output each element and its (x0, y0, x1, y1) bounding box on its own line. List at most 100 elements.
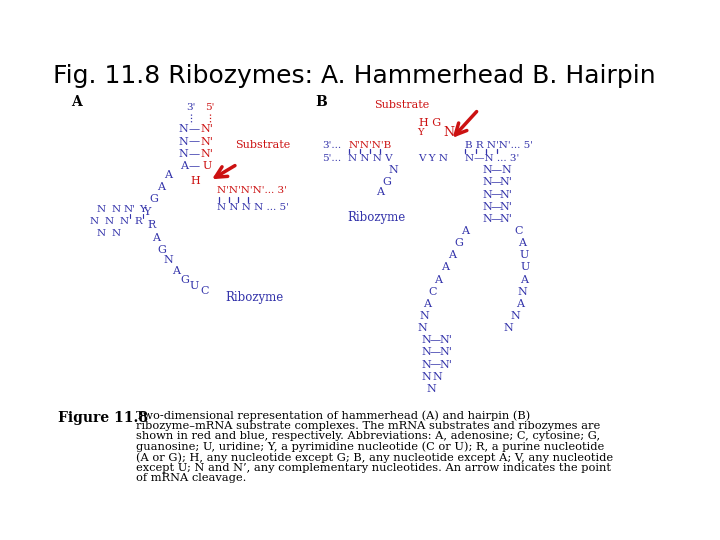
Text: Figure 11.8: Figure 11.8 (58, 410, 148, 424)
Text: 5': 5' (205, 103, 215, 112)
Text: —: — (490, 201, 501, 212)
Text: N: N (418, 323, 427, 333)
Text: N: N (482, 190, 492, 199)
Text: A: A (448, 250, 456, 260)
Text: N': N' (500, 177, 513, 187)
Text: N: N (427, 384, 436, 394)
Text: R: R (148, 220, 156, 230)
Text: Fig. 11.8 Ribozymes: A. Hammerhead B. Hairpin: Fig. 11.8 Ribozymes: A. Hammerhead B. Ha… (53, 64, 656, 87)
Text: N: N (482, 177, 492, 187)
Text: A: A (179, 161, 188, 171)
Text: N': N' (500, 190, 513, 199)
Text: —: — (490, 165, 501, 176)
Text: ribozyme–mRNA substrate complexes. The mRNA substrates and ribozymes are: ribozyme–mRNA substrate complexes. The m… (136, 421, 600, 431)
Text: N': N' (124, 205, 135, 214)
Text: N: N (179, 137, 189, 147)
Text: N: N (112, 229, 120, 238)
Text: U: U (202, 161, 212, 171)
Text: R: R (135, 217, 143, 226)
Text: N: N (432, 372, 442, 382)
Text: N': N' (500, 201, 513, 212)
Text: V Y N: V Y N (418, 154, 448, 164)
Text: N: N (422, 347, 431, 357)
Text: N: N (90, 217, 99, 226)
Text: N: N (518, 287, 528, 296)
Text: G: G (180, 274, 189, 285)
Text: N: N (482, 201, 492, 212)
Text: U: U (520, 250, 529, 260)
Text: A: A (152, 233, 160, 243)
Text: guanosine; U, uridine; Y, a pyrimidine nucleotide (C or U); R, a purine nucleoti: guanosine; U, uridine; Y, a pyrimidine n… (136, 442, 604, 453)
Text: N—N ... 3': N—N ... 3' (464, 154, 519, 164)
Text: Ribozyme: Ribozyme (225, 291, 284, 304)
Text: C: C (200, 286, 209, 296)
Text: N: N (419, 311, 428, 321)
Text: N: N (444, 126, 454, 139)
Text: N: N (482, 214, 492, 224)
Text: N: N (422, 360, 431, 369)
Text: C: C (428, 287, 437, 296)
Text: —: — (490, 190, 501, 199)
Text: Y: Y (417, 129, 423, 138)
Text: H: H (191, 176, 201, 186)
Text: of mRNA cleavage.: of mRNA cleavage. (136, 473, 246, 483)
Text: N: N (119, 217, 128, 226)
Text: A: A (71, 94, 81, 109)
Text: A: A (433, 274, 442, 285)
Text: —: — (189, 137, 199, 147)
Text: A: A (518, 238, 526, 248)
Text: A: A (164, 171, 172, 180)
Text: 3'...: 3'... (323, 140, 341, 150)
Text: —: — (430, 360, 441, 369)
Text: Y: Y (143, 207, 150, 217)
Text: B R N'N'... 5': B R N'N'... 5' (464, 140, 533, 150)
Text: 5'...: 5'... (323, 154, 341, 164)
Text: Substrate: Substrate (235, 140, 291, 150)
Text: N'N'N'N'... 3': N'N'N'N'... 3' (217, 186, 287, 195)
Text: N: N (104, 217, 114, 226)
Text: N: N (96, 229, 106, 238)
Text: —: — (189, 148, 199, 159)
Text: A: A (423, 299, 431, 309)
Text: N': N' (201, 124, 213, 134)
Text: Two-dimensional representation of hammerhead (A) and hairpin (B): Two-dimensional representation of hammer… (136, 410, 530, 421)
Text: N'N'N'B: N'N'N'B (348, 140, 392, 150)
Text: H G: H G (419, 118, 441, 127)
Text: A: A (516, 299, 524, 309)
Text: N: N (164, 255, 174, 266)
Text: N: N (482, 165, 492, 176)
Text: N: N (503, 323, 513, 333)
Text: Substrate: Substrate (374, 100, 430, 110)
Text: N': N' (439, 360, 452, 369)
Text: U: U (521, 262, 530, 272)
Text: A: A (521, 274, 528, 285)
Text: 3': 3' (186, 103, 195, 112)
Text: A: A (157, 182, 165, 192)
Text: N N N V: N N N V (348, 154, 393, 164)
Text: N': N' (439, 347, 452, 357)
Text: N': N' (201, 137, 213, 147)
Text: N: N (422, 335, 431, 345)
Text: —: — (189, 161, 199, 171)
Text: (A or G); H, any nucleotide except G; B, any nucleotide except A; V, any nucleot: (A or G); H, any nucleotide except G; B,… (136, 452, 613, 463)
Text: N: N (112, 205, 120, 214)
Text: —: — (490, 177, 501, 187)
Text: A: A (376, 187, 384, 197)
Text: N': N' (201, 148, 213, 159)
Text: N: N (389, 165, 398, 176)
Text: N: N (96, 205, 106, 214)
Text: G: G (454, 238, 463, 248)
Text: —: — (430, 347, 441, 357)
Text: —: — (490, 214, 501, 224)
Text: A: A (172, 266, 180, 276)
Text: G: G (150, 194, 158, 204)
Text: G: G (382, 177, 391, 186)
Text: —: — (189, 124, 199, 134)
Text: U: U (189, 281, 199, 292)
Text: Ribozyme: Ribozyme (347, 212, 405, 225)
Text: N: N (510, 311, 520, 321)
Text: N: N (422, 372, 431, 382)
Text: —: — (430, 335, 441, 345)
Text: except U; N and N’, any complementary nucleotides. An arrow indicates the point: except U; N and N’, any complementary nu… (136, 463, 611, 472)
Text: Y: Y (140, 205, 146, 214)
